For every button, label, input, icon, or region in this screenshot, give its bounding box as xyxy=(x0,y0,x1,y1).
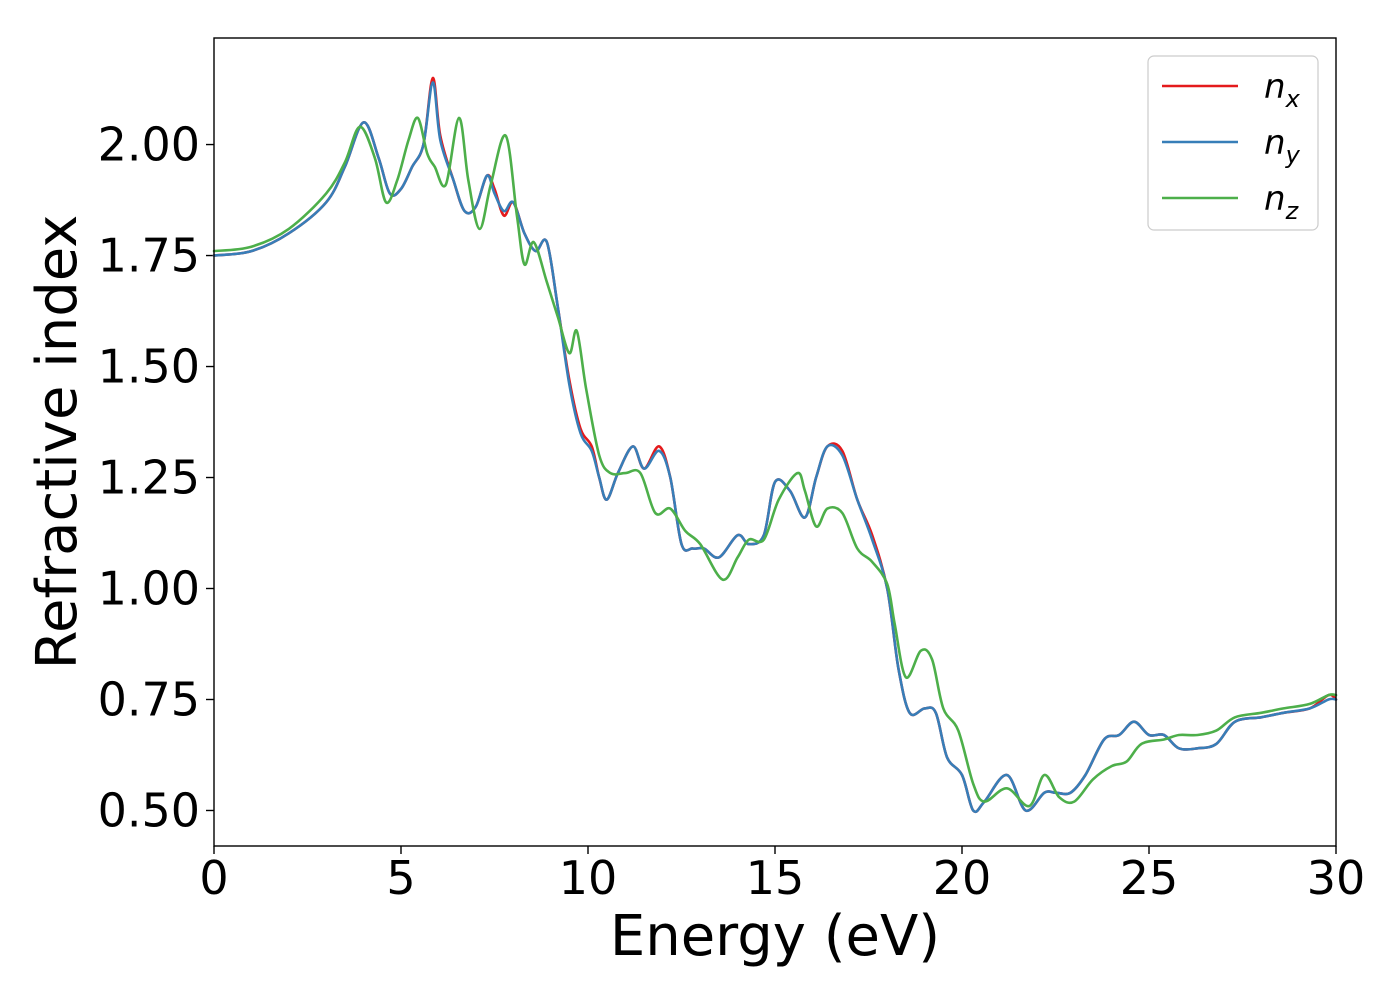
legend-label-subscript: x xyxy=(1285,85,1301,113)
y-tick-label: 1.25 xyxy=(98,451,200,505)
plot-frame xyxy=(213,37,1337,847)
y-tick-label: 1.50 xyxy=(98,340,200,394)
y-tick-label: 2.00 xyxy=(98,118,200,172)
y-axis-ticks: 0.50 0.75 1.00 1.25 1.50 1.75 2.00 xyxy=(98,118,214,837)
x-tick-label: 20 xyxy=(933,851,992,905)
y-tick-label: 0.50 xyxy=(98,783,200,837)
series-line-ny xyxy=(212,81,1338,814)
y-axis-label: Refractive index xyxy=(25,215,90,670)
series-layer xyxy=(212,76,1338,814)
x-tick-label: 25 xyxy=(1120,851,1179,905)
series-line-nz xyxy=(212,116,1338,808)
legend-entry: nz xyxy=(1264,179,1300,225)
legend-label: n xyxy=(1264,123,1286,163)
legend-label: n xyxy=(1264,179,1286,219)
legend-label-subscript: z xyxy=(1285,197,1300,225)
y-tick-label: 0.75 xyxy=(98,672,200,726)
x-tick-label: 5 xyxy=(386,851,415,905)
x-tick-label: 30 xyxy=(1307,851,1366,905)
x-tick-label: 10 xyxy=(559,851,618,905)
x-tick-label: 0 xyxy=(199,851,228,905)
legend-label: n xyxy=(1264,67,1286,107)
x-tick-label: 15 xyxy=(746,851,805,905)
legend-label-subscript: y xyxy=(1285,141,1301,169)
x-axis-label: Energy (eV) xyxy=(610,904,940,969)
y-tick-label: 1.00 xyxy=(98,562,200,616)
legend-entry: ny xyxy=(1264,123,1301,169)
x-axis-ticks: 0 5 10 15 20 25 30 xyxy=(199,846,1365,905)
legend-entry: nx xyxy=(1264,67,1301,113)
y-tick-label: 1.75 xyxy=(98,229,200,283)
